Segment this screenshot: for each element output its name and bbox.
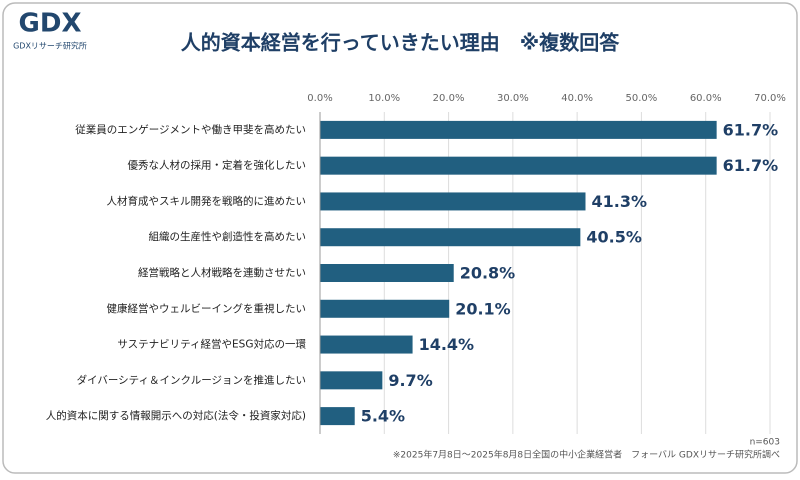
x-tick-label: 0.0% [307, 93, 332, 104]
bar [320, 156, 717, 175]
value-label: 41.3% [592, 192, 648, 211]
category-label: サステナビリティ経営やESG対応の一環 [117, 338, 306, 351]
value-label: 61.7% [723, 156, 779, 175]
bar [320, 299, 450, 318]
value-label: 14.4% [419, 335, 475, 354]
value-label: 20.8% [460, 264, 516, 283]
bar [320, 335, 413, 354]
x-tick-label: 30.0% [497, 93, 529, 104]
chart-title: 人的資本経営を行っていきたい理由 ※複数回答 [181, 31, 620, 55]
bar [320, 264, 454, 282]
category-label: 優秀な人材の採用・定着を強化したい [128, 159, 307, 172]
x-tick-label: 10.0% [368, 93, 400, 104]
bar [320, 228, 581, 247]
x-tick-label: 70.0% [754, 93, 786, 104]
category-label: ダイバーシティ＆インクルージョンを推進したい [77, 373, 306, 386]
x-tick-label: 40.0% [561, 93, 593, 104]
category-label: 従業員のエンゲージメントや働き甲斐を高めたい [75, 123, 306, 136]
x-tick-label: 50.0% [626, 93, 658, 104]
value-label: 40.5% [586, 228, 642, 247]
value-label: 5.4% [361, 407, 405, 426]
x-tick-label: 60.0% [690, 93, 722, 104]
x-tick-label: 20.0% [433, 93, 465, 104]
bar [320, 371, 383, 390]
logo-name: GDXリサーチ研究所 [13, 41, 87, 51]
sample-size: n=603 [750, 438, 780, 448]
category-label: 健康経営やウェルビーイングを重視したい [107, 302, 307, 315]
value-label: 61.7% [723, 120, 779, 139]
category-label: 人的資本に関する情報開示への対応(法令・投資家対応) [46, 409, 306, 422]
bar [320, 192, 586, 211]
category-label: 人材育成やスキル開発を戦略的に進めたい [107, 194, 307, 207]
category-label: 経営戦略と人材戦略を連動させたい [138, 266, 306, 279]
logo: GDX [19, 9, 82, 39]
value-label: 9.7% [388, 371, 432, 390]
bar [320, 120, 717, 139]
source-note: ※2025年7月8日〜2025年8月8日全国の中小企業経営者 フォーバル GDX… [393, 449, 780, 461]
value-label: 20.1% [455, 299, 511, 318]
category-label: 組織の生産性や創造性を高めたい [149, 230, 307, 243]
bar [320, 407, 355, 426]
